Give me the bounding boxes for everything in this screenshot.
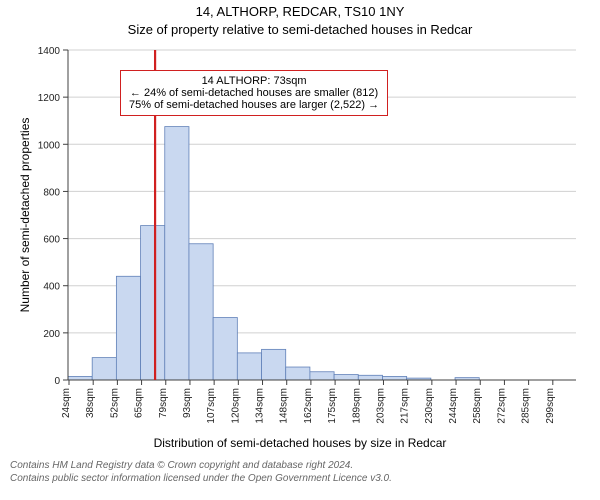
svg-text:120sqm: 120sqm [230, 388, 241, 424]
info-line-3: 75% of semi-detached houses are larger (… [129, 99, 379, 111]
svg-text:65sqm: 65sqm [134, 388, 145, 418]
svg-text:1000: 1000 [38, 140, 61, 151]
svg-text:285sqm: 285sqm [521, 388, 532, 424]
svg-text:0: 0 [54, 376, 60, 387]
svg-text:272sqm: 272sqm [496, 388, 507, 424]
svg-text:1400: 1400 [38, 46, 61, 57]
svg-text:148sqm: 148sqm [279, 388, 290, 424]
svg-text:175sqm: 175sqm [327, 388, 338, 424]
svg-text:93sqm: 93sqm [182, 388, 193, 418]
svg-text:107sqm: 107sqm [206, 388, 217, 424]
svg-text:400: 400 [43, 282, 60, 293]
svg-text:189sqm: 189sqm [351, 388, 362, 424]
svg-text:800: 800 [43, 187, 60, 198]
svg-text:134sqm: 134sqm [255, 388, 266, 424]
svg-text:200: 200 [43, 329, 60, 340]
chart-container: 14, ALTHORP, REDCAR, TS10 1NY Size of pr… [0, 0, 600, 500]
svg-text:258sqm: 258sqm [472, 388, 483, 424]
x-axis-label: Distribution of semi-detached houses by … [0, 436, 600, 450]
svg-text:1200: 1200 [38, 93, 61, 104]
svg-text:38sqm: 38sqm [85, 388, 96, 418]
svg-text:79sqm: 79sqm [158, 388, 169, 418]
y-axis-label: Number of semi-detached properties [18, 50, 32, 380]
svg-text:217sqm: 217sqm [400, 388, 411, 424]
info-box: 14 ALTHORP: 73sqm ← 24% of semi-detached… [120, 70, 388, 116]
svg-text:600: 600 [43, 235, 60, 246]
svg-text:230sqm: 230sqm [424, 388, 435, 424]
svg-text:244sqm: 244sqm [448, 388, 459, 424]
svg-text:299sqm: 299sqm [545, 388, 556, 424]
svg-text:24sqm: 24sqm [61, 388, 72, 418]
svg-text:162sqm: 162sqm [303, 388, 314, 424]
info-line-2: ← 24% of semi-detached houses are smalle… [129, 87, 379, 99]
svg-text:203sqm: 203sqm [375, 388, 386, 424]
attribution-line-1: Contains HM Land Registry data © Crown c… [10, 460, 590, 473]
info-line-1: 14 ALTHORP: 73sqm [129, 75, 379, 87]
attribution-line-2: Contains public sector information licen… [10, 473, 590, 486]
svg-text:52sqm: 52sqm [109, 388, 120, 418]
attribution: Contains HM Land Registry data © Crown c… [10, 460, 590, 485]
